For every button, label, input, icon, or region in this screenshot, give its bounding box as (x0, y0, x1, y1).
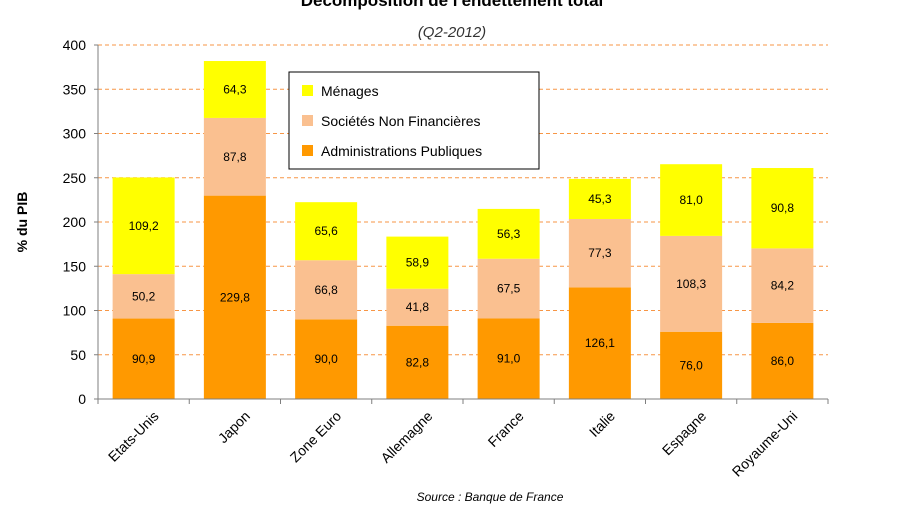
data-label: 64,3 (223, 82, 247, 96)
data-label: 90,9 (132, 352, 156, 366)
data-label: 45,3 (588, 192, 612, 206)
bar-segment-menages (203, 61, 266, 118)
legend: Ménages Sociétés Non Financières Administr… (288, 71, 540, 170)
category-label-espagne: Espagne (659, 408, 710, 459)
y-tick-label: 200 (63, 214, 87, 230)
bar-segment-administrations-publiques (203, 195, 266, 399)
y-tick-label: 400 (63, 37, 87, 53)
data-label: 126,1 (585, 336, 615, 350)
bars: 90,9 50,2 109,2 229,8 87,8 64,3 90,0 66,8 65,6 82… (112, 61, 814, 399)
bar-segment-societes-non-financieres (751, 248, 814, 323)
data-label: 50,2 (132, 289, 156, 303)
legend-label-administrations-publiques: Administrations Publiques (321, 143, 482, 159)
legend-label-societes-non-financieres: Sociétés Non Financières (321, 113, 481, 129)
data-label: 81,0 (679, 193, 703, 207)
bar-segment-administrations-publiques (751, 322, 814, 399)
data-label: 82,8 (406, 355, 430, 369)
y-tick-label: 150 (63, 258, 87, 274)
chart-subtitle: (Q2-2012) (418, 24, 486, 41)
category-label-zone-euro: Zone Euro (287, 408, 345, 466)
bar-segment-menages (112, 177, 175, 275)
category-label-france: France (485, 408, 527, 450)
category-label-japon: Japon (215, 408, 253, 446)
bar-segment-menages (751, 168, 814, 249)
bar-stack-royaume-uni: 86,0 84,2 90,8 (751, 168, 814, 399)
axes (94, 44, 829, 404)
legend-swatch-societes-non-financieres (302, 115, 313, 126)
bar-segment-menages (568, 178, 631, 219)
data-label: 65,6 (314, 224, 338, 238)
category-label-italie: Italie (586, 408, 618, 440)
bar-stack-japon: 229,8 87,8 64,3 (203, 61, 266, 399)
chart-title: Décomposition de l'endettement total (301, 0, 604, 10)
bar-stack-france: 91,0 67,5 56,3 (477, 208, 540, 399)
data-label: 67,5 (497, 282, 521, 296)
y-tick-label: 50 (70, 347, 86, 363)
data-label: 91,0 (497, 352, 521, 366)
category-label-royaume-uni: Royaume-Uni (729, 408, 801, 480)
data-label: 77,3 (588, 246, 612, 260)
bar-segment-menages (386, 236, 449, 289)
data-label: 90,8 (771, 201, 795, 215)
legend-box (288, 71, 540, 170)
bar-segment-menages (295, 202, 358, 261)
y-axis-label: % du PIB (14, 192, 30, 253)
data-label: 108,3 (676, 277, 706, 291)
legend-swatch-administrations-publiques (302, 145, 313, 156)
bar-segment-societes-non-financieres (477, 258, 540, 319)
bar-segment-societes-non-financieres (386, 288, 449, 326)
legend-swatch-menages (302, 85, 313, 96)
y-tick-label: 300 (63, 126, 87, 142)
bar-stack-allemagne: 82,8 41,8 58,9 (386, 236, 449, 399)
data-label: 66,8 (314, 283, 338, 297)
data-label: 56,3 (497, 227, 521, 241)
bar-stack-etats-unis: 90,9 50,2 109,2 (112, 177, 175, 399)
data-label: 229,8 (220, 290, 250, 304)
bar-segment-administrations-publiques (295, 319, 358, 399)
bar-segment-societes-non-financieres (568, 218, 631, 288)
legend-label-menages: Ménages (321, 83, 379, 99)
bar-segment-menages (477, 208, 540, 259)
data-label: 76,0 (679, 358, 703, 372)
data-label: 109,2 (129, 219, 159, 233)
bar-segment-administrations-publiques (477, 318, 540, 399)
y-tick-label: 350 (63, 81, 87, 97)
bar-segment-societes-non-financieres (203, 117, 266, 196)
bar-stack-zone-euro: 90,0 66,8 65,6 (295, 202, 358, 399)
bar-segment-administrations-publiques (386, 325, 449, 399)
category-label-etats-unis: Etats-Unis (105, 408, 162, 465)
data-label: 86,0 (771, 354, 795, 368)
y-axis-ticks: 0 50 100 150 200 250 300 350 400 (63, 37, 87, 407)
category-labels: Etats-Unis Japon Zone Euro Allemagne France I… (105, 408, 801, 480)
y-tick-label: 100 (63, 303, 87, 319)
bar-segment-administrations-publiques (112, 318, 175, 399)
source-note: Source : Banque de France (417, 490, 564, 504)
y-tick-label: 0 (78, 391, 86, 407)
bar-segment-menages (660, 164, 723, 236)
bar-segment-administrations-publiques (568, 287, 631, 399)
data-label: 58,9 (406, 256, 430, 270)
bar-segment-societes-non-financieres (660, 235, 723, 332)
data-label: 84,2 (771, 279, 795, 293)
bar-stack-espagne: 76,0 108,3 81,0 (660, 164, 723, 399)
y-tick-label: 250 (63, 170, 87, 186)
bar-segment-administrations-publiques (660, 331, 723, 399)
bar-segment-societes-non-financieres (112, 274, 175, 319)
data-label: 87,8 (223, 150, 247, 164)
data-label: 41,8 (406, 300, 430, 314)
bar-stack-italie: 126,1 77,3 45,3 (568, 178, 631, 399)
bar-segment-societes-non-financieres (295, 260, 358, 320)
data-label: 90,0 (314, 352, 338, 366)
category-label-allemagne: Allemagne (377, 408, 435, 466)
